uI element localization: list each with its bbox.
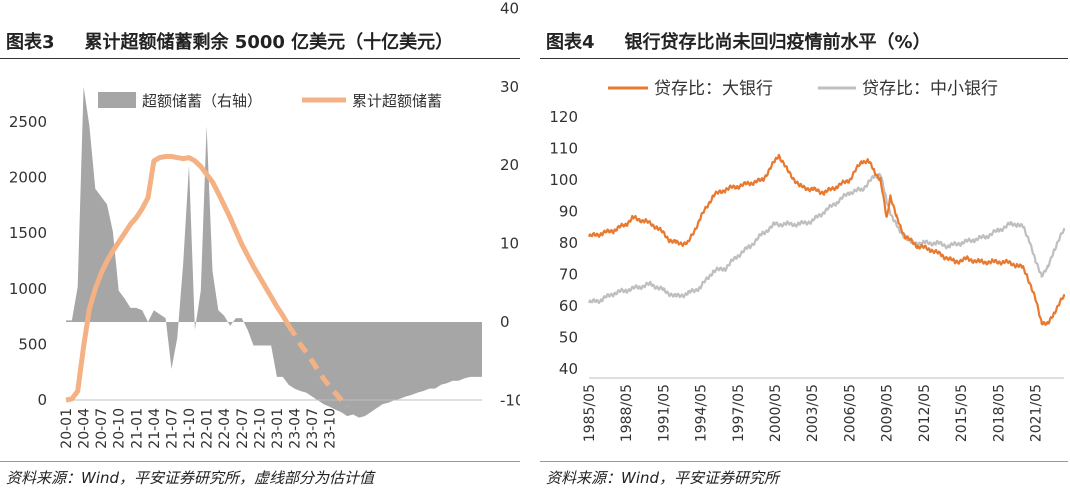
x-tick-label: 20-04 [77,408,93,449]
title-label: 累计超额储蓄剩余 5000 亿美元（十亿美元） [84,32,454,53]
y-tick-label: 100 [549,171,578,189]
x-tick-label: 2018/05 [991,384,1007,442]
x-tick-label: 2009/05 [880,384,896,442]
y-tick-label-left: 1000 [9,280,47,298]
line-cumulative-savings-estimate [286,324,350,409]
y-tick-label-left: 1500 [9,224,47,242]
y-tick-label-right: 0 [500,313,510,331]
chart-panel-fig4: 图表4 银行贷存比尚未回归疫情前水平（%） 贷存比：大银行 贷存比：中小银行 40 50… [540,0,1068,501]
y-tick-label-left: 2500 [9,113,47,131]
y-tick-label: 80 [559,234,578,252]
y-tick-label: 60 [559,297,578,315]
x-tick-label: 22-04 [217,408,233,449]
x-tick-label: 23-01 [270,408,286,449]
figure-label: 图表3 [6,32,55,53]
y-tick-label: 120 [549,108,578,126]
area-excess-savings [66,86,482,418]
title-bar: 图表3 累计超额储蓄剩余 5000 亿美元（十亿美元） [0,22,520,59]
source-divider [0,461,520,462]
legend-label-small: 贷存比：中小银行 [862,79,998,99]
y-tick-label: 110 [549,140,578,158]
chart-title: 图表4 银行贷存比尚未回归疫情前水平（%） [546,28,931,54]
x-tick-label: 2006/05 [842,384,858,442]
x-tick-label: 22-10 [252,408,268,449]
y-tick-label-right: 300 [500,78,520,96]
legend-label-area: 超额储蓄（右轴） [142,92,262,110]
x-tick-label: 22-07 [235,408,251,449]
legend-label-large: 贷存比：大银行 [654,79,773,99]
source-divider [540,461,1068,462]
y-tick-label-right: 100 [500,235,520,253]
x-tick-label: 23-10 [323,408,339,449]
line-small-banks [587,172,1066,305]
x-tick-label: 2012/05 [917,384,933,442]
x-tick-label: 2003/05 [805,384,821,442]
y-tick-label-left: 500 [18,335,47,353]
x-tick-label: 21-04 [147,408,163,449]
x-tick-label: 2021/05 [1029,384,1045,442]
x-tick-label: 23-04 [288,408,304,449]
chart-title: 图表3 累计超额储蓄剩余 5000 亿美元（十亿美元） [6,28,453,54]
x-tick-label: 21-07 [165,408,181,449]
x-tick-label: 1994/05 [694,384,710,442]
line-cumulative-savings [65,154,291,403]
y-tick-label: 70 [559,266,578,284]
figure-label: 图表4 [546,32,595,53]
chart-fig3-svg: 超额储蓄（右轴）累计超额储蓄05001000150020002500-200-1… [9,0,520,449]
y-tick-label: 40 [559,360,578,378]
y-tick-label-left: 0 [37,391,47,409]
title-bar: 图表4 银行贷存比尚未回归疫情前水平（%） [540,22,1068,59]
source-note: 资料来源：Wind，平安证券研究所 [546,469,780,487]
x-tick-label: 2015/05 [954,384,970,442]
y-tick-label: 50 [559,329,578,347]
chart-panel-fig3: 图表3 累计超额储蓄剩余 5000 亿美元（十亿美元） 超额储蓄（右轴） 累计超额储… [0,0,520,501]
x-tick-label: 1991/05 [656,384,672,442]
x-tick-label: 20-01 [59,408,75,449]
x-tick-label: 21-01 [129,408,145,449]
y-tick-label-right: -100 [500,391,520,409]
x-tick-label: 22-01 [200,408,216,449]
x-tick-label: 1988/05 [619,384,635,442]
legend-label-line: 累计超额储蓄 [352,92,442,110]
title-label: 银行贷存比尚未回归疫情前水平（%） [624,32,931,53]
x-tick-label: 21-10 [182,408,198,449]
source-note: 资料来源：Wind，平安证券研究所，虚线部分为估计值 [6,469,375,487]
x-tick-label: 20-07 [94,408,110,449]
chart-fig4-svg: 贷存比：大银行 贷存比：中小银行 40 50 60 70 80 90 100 110 120 1985… [549,79,1066,442]
y-tick-label-left: 2000 [9,169,47,187]
x-tick-label: 20-10 [112,408,128,449]
x-tick-label: 1985/05 [582,384,598,442]
x-tick-label: 23-07 [305,408,321,449]
x-tick-label: 2000/05 [768,384,784,442]
x-tick-label: 1997/05 [731,384,747,442]
line-large-banks [587,153,1066,326]
legend-swatch-area [98,92,136,108]
y-tick-label-right: 200 [500,156,520,174]
y-tick-label-right: 400 [500,0,520,17]
y-tick-label: 90 [559,203,578,221]
